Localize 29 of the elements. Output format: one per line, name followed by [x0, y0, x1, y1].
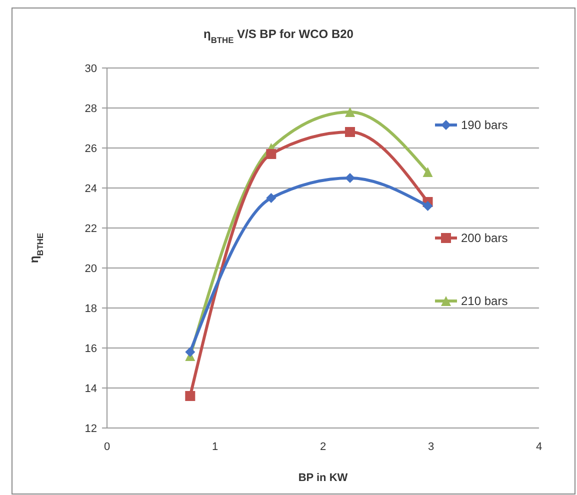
x-tick-label: 4: [536, 441, 542, 453]
point: [266, 149, 276, 159]
x-tick-label: 1: [212, 441, 218, 453]
y-tick-label: 18: [84, 302, 97, 315]
legend-label: 210 bars: [461, 294, 508, 308]
point: [345, 127, 355, 137]
point: [185, 391, 196, 401]
y-tick-label: 20: [84, 262, 97, 275]
legend-label: 190 bars: [461, 118, 508, 132]
x-axis-title: BP in KW: [298, 472, 348, 484]
legend-label: 200 bars: [461, 231, 508, 246]
y-tick-label: 26: [84, 142, 97, 155]
y-tick-label: 30: [84, 62, 97, 75]
y-tick-label: 14: [84, 382, 97, 395]
y-tick-label: 22: [84, 222, 97, 235]
y-tick-label: 24: [84, 182, 97, 195]
point: [422, 167, 433, 177]
y-tick-label: 16: [84, 342, 97, 355]
point: [266, 193, 276, 203]
y-tick-label: 28: [84, 102, 97, 115]
point: [345, 173, 355, 183]
x-tick-label: 0: [104, 441, 110, 453]
x-tick-label: 2: [320, 441, 326, 453]
point: [345, 107, 355, 117]
point: [422, 201, 433, 211]
x-tick-label: 3: [428, 441, 434, 453]
chart-title: η$_{BTHE}$ V/S BP for WCO B20: [204, 27, 354, 45]
point: [185, 347, 196, 357]
y-tick-label: 12: [84, 422, 97, 435]
